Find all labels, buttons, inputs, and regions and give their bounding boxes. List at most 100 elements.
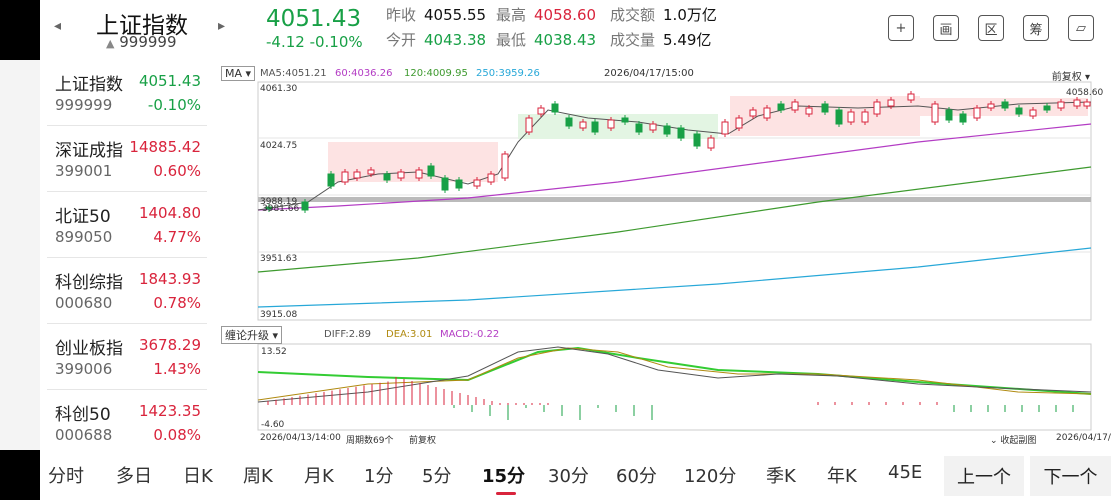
- tab-7[interactable]: 15分: [482, 466, 526, 487]
- index-price: 14885.42: [129, 138, 201, 156]
- macd-label: MACD:-0.22: [440, 329, 500, 340]
- candle: [721, 121, 729, 135]
- ma120-label: 120:4009.95: [404, 68, 468, 79]
- candle: [1083, 101, 1091, 107]
- stat-value: 5.49亿: [663, 31, 712, 49]
- candle: [383, 173, 391, 181]
- index-list: 上证指数 999999 4051.43 -0.10% 深证成指 399001 14885.4…: [47, 60, 207, 456]
- candle: [1043, 105, 1051, 111]
- ma5-label: MA5:4051.21: [260, 68, 327, 79]
- tab-0[interactable]: 分时: [48, 466, 84, 487]
- quote-header: ◂ ▸ 上证指数 ▲ 999999 4051.43 -4.12 -0.10% 昨…: [40, 0, 1111, 58]
- layout-icon[interactable]: ▱: [1068, 15, 1094, 41]
- ma250-label: 250:3959.26: [476, 68, 540, 79]
- prev-stock-icon[interactable]: ◂: [54, 18, 62, 34]
- tab-9[interactable]: 60分: [616, 466, 657, 487]
- trend-down-icon: ▲: [106, 37, 115, 50]
- candle: [441, 177, 449, 191]
- tab-12[interactable]: 年K: [827, 466, 857, 487]
- tab-8[interactable]: 30分: [548, 466, 589, 487]
- prev-button[interactable]: 上一个: [944, 456, 1024, 496]
- plus-icon[interactable]: +: [888, 15, 914, 41]
- tab-4[interactable]: 月K: [304, 466, 334, 487]
- candle: [887, 99, 895, 107]
- index-code: 399006: [55, 360, 113, 378]
- index-name: 上证指数: [55, 75, 123, 95]
- stock-name: 上证指数: [96, 13, 188, 39]
- candle: [945, 109, 953, 121]
- sidebar-item[interactable]: 科创综指 000680 1843.93 0.78%: [47, 258, 207, 324]
- macd-selector-button[interactable]: 缠论升级 ▾: [221, 326, 283, 344]
- y-axis-label: 3915.08: [260, 310, 298, 320]
- candle: [327, 173, 335, 187]
- collapse-subchart-button[interactable]: ⌄ 收起副图: [990, 436, 1037, 446]
- candle: [455, 179, 463, 189]
- y-axis-label: 3951.63: [260, 253, 298, 264]
- ma-selector-button[interactable]: MA ▾: [221, 66, 256, 81]
- candle: [677, 127, 685, 139]
- tab-5[interactable]: 1分: [364, 466, 394, 487]
- index-percent: -0.10%: [147, 96, 201, 114]
- price-band: [258, 197, 1091, 202]
- stat-value: 4055.55: [424, 6, 487, 24]
- sidebar-item[interactable]: 深证成指 399001 14885.42 0.60%: [47, 126, 207, 192]
- draw-icon[interactable]: 画: [933, 15, 959, 41]
- tab-10[interactable]: 120分: [684, 466, 737, 487]
- sidebar-item[interactable]: 科创50 000688 1423.35 0.08%: [47, 390, 207, 456]
- candle: [579, 121, 587, 129]
- candle: [649, 123, 657, 131]
- macd-panel-frame: [257, 343, 1092, 431]
- adjust-bottom-label: 前复权: [409, 436, 437, 446]
- sidebar-item[interactable]: 北证50 899050 1404.80 4.77%: [47, 192, 207, 258]
- tab-6[interactable]: 5分: [422, 466, 452, 487]
- end-date-label: 2026/04/17/15:00: [1056, 433, 1111, 443]
- zone-down-1: [518, 114, 718, 139]
- candle: [973, 107, 981, 119]
- tab-11[interactable]: 季K: [766, 466, 796, 487]
- low-price-label: 3981.66: [262, 204, 300, 214]
- kline-chart[interactable]: MA ▾ MA5:4051.21 60:4036.26 120:4009.95 …: [218, 62, 1111, 450]
- candle: [501, 153, 509, 179]
- chart-datetime: 2026/04/17/15:00: [604, 68, 694, 79]
- index-price: 1843.93: [138, 270, 201, 288]
- next-button[interactable]: 下一个: [1030, 456, 1111, 496]
- candle: [735, 117, 743, 129]
- y-axis-label: 3988.19: [260, 197, 298, 207]
- stat-value: 4058.60: [534, 6, 597, 24]
- sidebar-item[interactable]: 创业板指 399006 3678.29 1.43%: [47, 324, 207, 390]
- candle: [1015, 107, 1023, 115]
- index-code: 999999: [55, 96, 113, 114]
- adjust-mode-button[interactable]: 前复权 ▾: [1051, 72, 1090, 83]
- macd-bottom-label: -4.60: [261, 420, 285, 430]
- candle: [821, 103, 829, 113]
- candle: [873, 101, 881, 115]
- candle: [931, 103, 939, 123]
- candle: [1057, 101, 1065, 109]
- tab-1[interactable]: 多日: [116, 466, 152, 487]
- candle: [265, 206, 273, 210]
- tab-3[interactable]: 周K: [243, 466, 273, 487]
- candle: [847, 111, 855, 123]
- active-tab-indicator: [496, 492, 516, 495]
- filter-icon[interactable]: 筹: [1023, 15, 1049, 41]
- candle: [805, 107, 813, 115]
- chart-canvas: [257, 81, 1092, 431]
- candle: [1029, 109, 1037, 117]
- candle: [693, 133, 701, 147]
- candle: [415, 169, 423, 179]
- index-percent: 0.08%: [153, 426, 201, 444]
- candle: [959, 113, 967, 123]
- stat-3: 今开 4043.38: [386, 29, 486, 50]
- stat-label: 成交量: [610, 31, 656, 49]
- candle: [907, 93, 915, 101]
- range-icon[interactable]: 区: [978, 15, 1004, 41]
- tab-2[interactable]: 日K: [183, 466, 213, 487]
- tab-13[interactable]: 45E: [888, 462, 923, 483]
- index-percent: 0.78%: [153, 294, 201, 312]
- chanlun-line: [257, 346, 1092, 395]
- sidebar-item[interactable]: 上证指数 999999 4051.43 -0.10%: [47, 60, 207, 126]
- start-date-label: 2026/04/13/14:00: [260, 433, 341, 443]
- stat-5: 成交量 5.49亿: [610, 29, 711, 50]
- next-stock-icon[interactable]: ▸: [218, 18, 226, 34]
- candle: [663, 125, 671, 135]
